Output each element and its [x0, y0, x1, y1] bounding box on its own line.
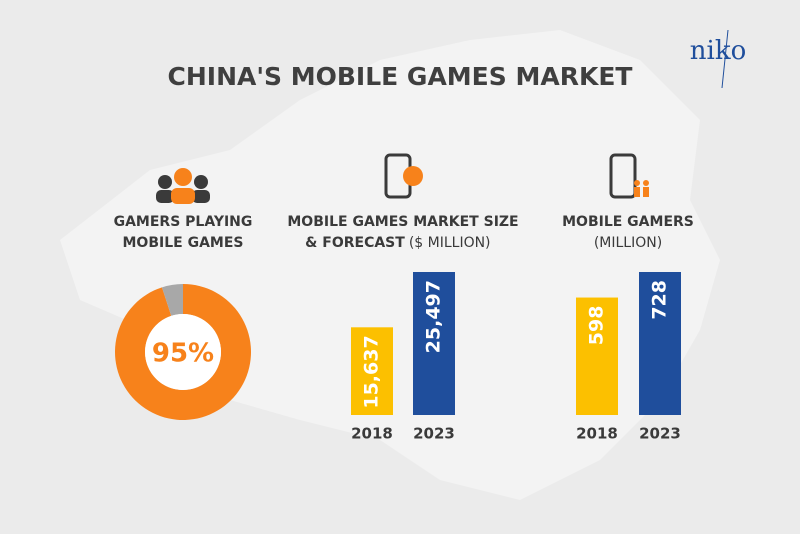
- chart-title: MOBILE GAMES: [123, 235, 244, 251]
- logo: niko: [690, 36, 746, 66]
- value-label: 598: [586, 306, 608, 346]
- phone-money-icon: [384, 153, 423, 199]
- pie-slice: [161, 284, 183, 316]
- value-label: 25,497: [423, 280, 445, 353]
- chart-title: MOBILE GAMERS: [562, 214, 694, 230]
- gamers-icon: [156, 168, 210, 204]
- phone-people-icon: [609, 153, 649, 199]
- chart-unit: (MILLION): [594, 235, 662, 251]
- chart-title: & FORECAST: [305, 235, 405, 251]
- bar: [639, 272, 681, 415]
- center-label: 95%: [152, 339, 214, 369]
- bar: [351, 327, 393, 415]
- chart-unit: ($ MILLION): [409, 235, 491, 251]
- pie-center: [145, 314, 221, 390]
- x-tick-label: 2023: [639, 425, 681, 443]
- chart-title: MOBILE GAMES MARKET SIZE: [287, 214, 518, 230]
- bar: [576, 297, 618, 415]
- x-tick-label: 2018: [576, 425, 618, 443]
- bar: [413, 272, 455, 415]
- x-tick-label: 2018: [351, 425, 393, 443]
- value-label: 728: [649, 280, 671, 320]
- chart-title: GAMERS PLAYING: [114, 214, 253, 230]
- page-title: CHINA'S MOBILE GAMES MARKET: [168, 62, 633, 91]
- logo-stroke: [721, 29, 729, 89]
- x-tick-label: 2023: [413, 425, 455, 443]
- value-label: 15,637: [361, 335, 383, 408]
- pie-slice: [114, 284, 251, 421]
